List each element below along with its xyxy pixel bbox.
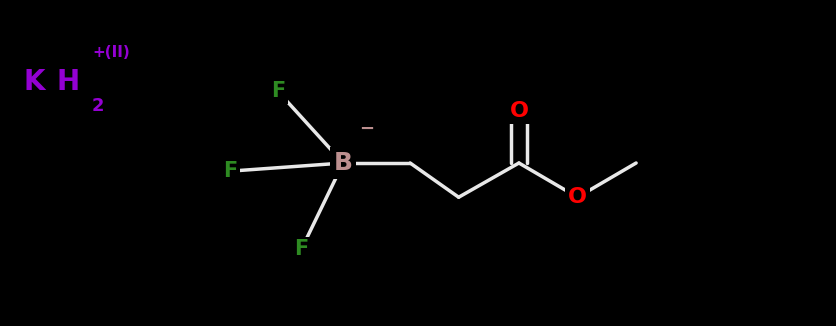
- Text: F: F: [270, 81, 285, 101]
- Text: 2: 2: [92, 97, 104, 115]
- Text: −: −: [359, 120, 374, 138]
- Text: O: O: [568, 187, 586, 207]
- Text: F: F: [222, 161, 237, 181]
- Text: F: F: [293, 239, 308, 259]
- Text: O: O: [509, 101, 528, 121]
- Text: K: K: [23, 67, 45, 96]
- Text: B: B: [334, 151, 352, 175]
- Text: +(II): +(II): [92, 45, 130, 60]
- Text: H: H: [57, 67, 80, 96]
